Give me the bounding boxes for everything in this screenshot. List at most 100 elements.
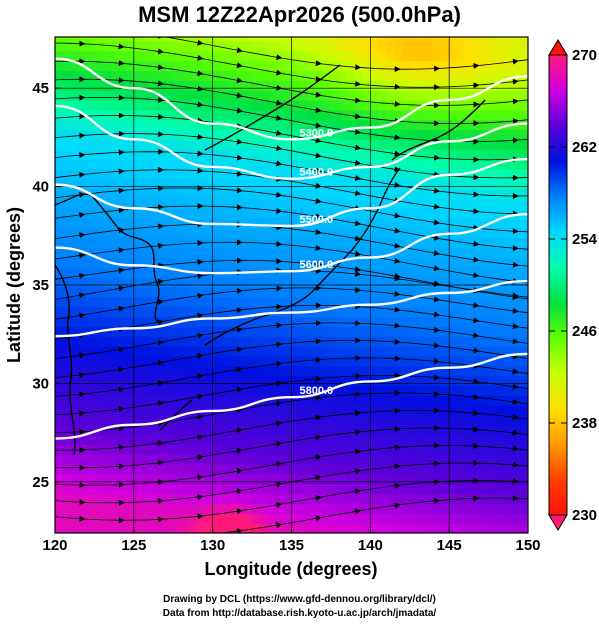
heatmap-cell [70,395,80,406]
heatmap-cell [393,60,403,72]
heatmap-cell [275,385,285,396]
heatmap-cell [409,375,419,386]
heatmap-cell [94,473,103,485]
heatmap-cell [252,198,261,209]
heatmap-cell [125,139,135,150]
heatmap-cell [252,365,261,377]
heatmap-cell [464,90,474,101]
heatmap-cell [55,159,64,170]
heatmap-cell [496,109,505,121]
heatmap-cell [480,60,490,72]
heatmap-cell [275,70,285,81]
heatmap-cell [165,178,174,190]
heatmap-cell [275,336,285,347]
heatmap-cell [102,40,111,52]
heatmap-cell [102,159,111,170]
heatmap-cell [307,375,316,386]
heatmap-cell [70,355,80,367]
heatmap-cell [259,493,269,505]
heatmap-cell [323,503,332,514]
heatmap-cell [86,424,96,436]
streamline-arrow [393,306,401,313]
heatmap-cell [102,493,111,505]
heatmap-cell [323,70,332,81]
heatmap-cell [488,109,498,121]
heatmap-cell [102,119,111,131]
heatmap-cell [212,198,222,209]
heatmap-cell [157,60,166,72]
heatmap-cell [236,513,245,524]
heatmap-cell [307,444,316,455]
heatmap-cell [441,267,450,278]
heatmap-cell [393,326,403,337]
heatmap-cell [504,70,513,81]
heatmap-cell [259,168,269,180]
heatmap-cell [480,80,490,91]
heatmap-cell [433,464,442,475]
heatmap-cell [228,414,237,426]
heatmap-cell [354,208,364,219]
heatmap-cell [125,346,135,357]
heatmap-cell [220,385,230,396]
heatmap-cell [433,178,442,190]
streamline-arrow [393,502,401,509]
heatmap-cell [323,40,332,52]
heatmap-cell [141,395,151,406]
heatmap-cell [378,99,387,111]
heatmap-cell [252,227,261,239]
heatmap-cell [417,198,427,209]
heatmap-cell [496,277,505,288]
streamline-arrow [433,296,441,303]
heatmap-cell [141,257,151,268]
heatmap-cell [275,208,285,219]
heatmap-cell [244,50,253,62]
heatmap-cell [449,188,458,199]
heatmap-cell [283,178,293,190]
heatmap-cell [378,503,387,514]
heatmap-cell [472,473,482,485]
heatmap-cell [386,37,395,42]
heatmap-cell [512,444,521,455]
heatmap-cell [110,198,119,209]
heatmap-cell [354,237,364,249]
heatmap-cell [141,218,151,229]
heatmap-cell [133,80,143,91]
heatmap-cell [118,119,127,131]
heatmap-cell [283,365,293,377]
heatmap-cell [433,434,442,446]
heatmap-cell [323,395,332,406]
heatmap-cell [212,365,222,377]
heatmap-cell [338,375,348,386]
heatmap-cell [259,454,269,465]
heatmap-cell [386,208,395,219]
heatmap-cell [338,129,348,140]
streamline-arrow [196,513,204,520]
heatmap-cell [315,50,324,62]
heatmap-cell [244,247,253,259]
heatmap-cell [362,513,371,524]
heatmap-cell [354,454,364,465]
heatmap-cell [149,90,159,101]
streamline-arrow [236,528,244,533]
heatmap-cell [267,237,277,249]
heatmap-cell [267,365,277,377]
heatmap-cell [125,99,135,111]
heatmap-cell [165,198,174,209]
heatmap-cell [291,60,300,72]
heatmap-cell [425,37,434,42]
heatmap-cell [520,483,528,495]
heatmap-cell [520,464,528,475]
heatmap-cell [496,493,505,505]
heatmap-cell [378,159,387,170]
heatmap-cell [70,80,80,91]
heatmap-cell [133,483,143,495]
streamline-arrow [354,190,362,196]
heatmap-cell [472,336,482,347]
heatmap-cell [110,296,119,308]
heatmap-cell [118,434,127,446]
heatmap-cell [173,178,182,190]
streamline-arrow [315,122,322,129]
heatmap-cell [157,346,166,357]
heatmap-cell [323,306,332,318]
y-tick-label: 40 [32,179,49,196]
